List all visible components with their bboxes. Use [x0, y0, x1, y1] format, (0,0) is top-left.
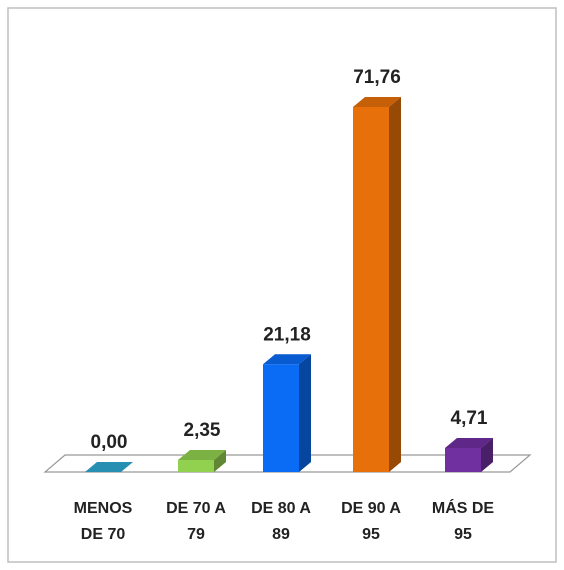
bar-side-shade [214, 450, 226, 472]
bar-front [445, 448, 481, 472]
bar-side-shade [481, 438, 493, 472]
bar-top-shade [263, 354, 311, 365]
bar [85, 462, 133, 472]
bar-top-shade [178, 450, 226, 461]
bar-side [214, 450, 226, 472]
data-label: 4,71 [451, 408, 488, 429]
data-label: 71,76 [353, 67, 401, 88]
bar-side [299, 354, 311, 472]
bar-side-shade [389, 97, 401, 472]
bar-top [445, 438, 493, 449]
x-tick-label: DE 90 A 95 [341, 500, 401, 543]
bar-side-shade [299, 354, 311, 472]
bar [353, 97, 401, 472]
bar-front [178, 460, 214, 472]
data-label: 0,00 [91, 432, 128, 453]
bar [263, 354, 311, 472]
bar-front [263, 364, 299, 472]
bar-top [353, 97, 401, 107]
x-tick-label: MENOS DE 70 [73, 500, 133, 543]
data-label: 2,35 [184, 420, 221, 441]
x-tick-label: DE 70 A 79 [166, 500, 226, 543]
bar [178, 450, 226, 472]
bar-top-shade [353, 97, 401, 107]
x-tick-label: DE 80 A 89 [251, 500, 311, 543]
bar-top-shade [445, 438, 493, 449]
bar-front [353, 107, 389, 472]
bar [445, 438, 493, 472]
x-tick-label: MÁS DE 95 [431, 500, 495, 543]
bar-side [389, 97, 401, 472]
bar-top-shade [85, 462, 133, 472]
bar-top [263, 354, 311, 365]
bar-top [85, 462, 133, 472]
data-label: 21,18 [263, 324, 311, 345]
bar-top [178, 450, 226, 461]
bar-side [481, 438, 493, 472]
chart-border [7, 7, 557, 563]
